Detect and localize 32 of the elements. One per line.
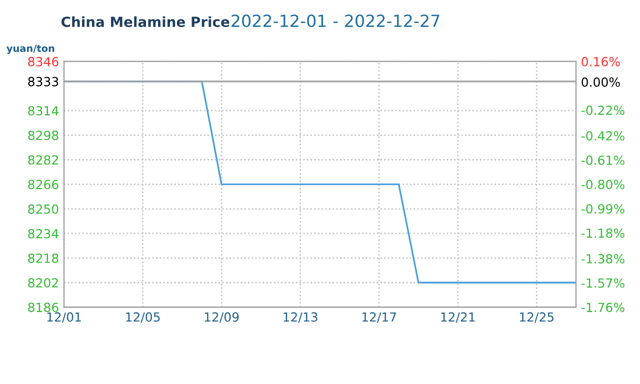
- y2-tick-label: -0.61%: [581, 155, 624, 165]
- y-tick-label: 8298: [28, 130, 58, 140]
- x-tick-label: 12/21: [441, 312, 475, 323]
- y2-tick-label: -0.80%: [581, 180, 624, 190]
- x-tick-label: 12/01: [47, 312, 81, 323]
- y2-tick-label: -1.57%: [581, 278, 624, 288]
- y-tick-label: 8346: [28, 56, 58, 66]
- x-tick-label: 12/13: [284, 312, 318, 323]
- y-tick-label: 8314: [28, 106, 58, 116]
- chart-title: China Melamine Price: [61, 16, 230, 28]
- x-tick-label: 12/09: [204, 312, 239, 323]
- y-tick-label: 8202: [28, 278, 58, 288]
- x-tick-label: 12/17: [362, 312, 396, 323]
- y-tick-label: 8266: [28, 180, 58, 190]
- y2-tick-label: 0.16%: [582, 56, 620, 66]
- y2-tick-label: 0.00%: [582, 77, 620, 87]
- y-tick-label: 8234: [28, 228, 58, 238]
- y2-tick-label: -1.18%: [581, 228, 624, 238]
- y-tick-label: 8333: [28, 76, 58, 86]
- y-tick-label: 8250: [28, 204, 58, 214]
- x-tick-label: 12/25: [520, 312, 554, 323]
- y2-tick-label: -1.38%: [581, 254, 624, 264]
- y2-tick-label: -0.22%: [581, 106, 624, 116]
- y2-tick-label: -0.99%: [581, 204, 624, 214]
- y-tick-label: 8186: [28, 302, 58, 312]
- chart-subtitle: 2022-12-01 - 2022-12-27: [232, 14, 440, 28]
- x-tick-label: 12/05: [126, 312, 160, 323]
- y-tick-label: 8218: [28, 254, 58, 263]
- y2-tick-label: -1.76%: [581, 302, 624, 312]
- y-axis-title: yuan/ton: [6, 44, 54, 54]
- y-tick-label: 8282: [28, 155, 58, 165]
- y2-tick-label: -0.42%: [581, 131, 624, 141]
